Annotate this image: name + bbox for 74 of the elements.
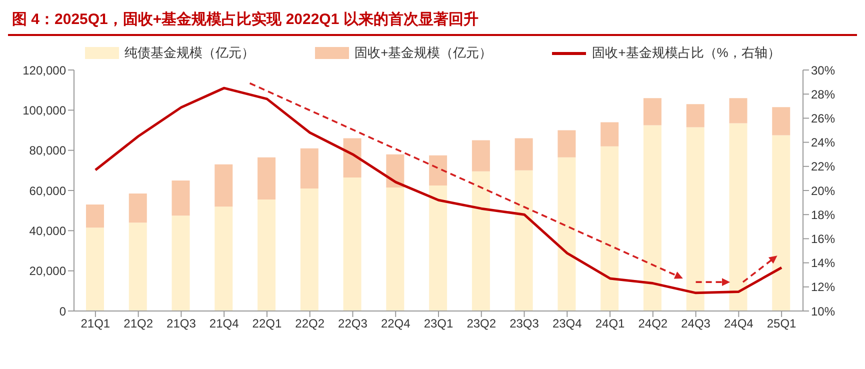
bar (172, 180, 190, 216)
x-tick-label: 22Q2 (295, 316, 325, 331)
x-tick-label: 21Q3 (166, 316, 196, 331)
bar (429, 185, 448, 311)
chart-title: 图 4：2025Q1，固收+基金规模占比实现 2022Q1 以来的首次显著回升 (8, 8, 857, 36)
legend-label: 固收+基金规模占比（%，右轴） (592, 44, 780, 62)
bar (343, 177, 362, 311)
y2-tick-label: 16% (811, 232, 836, 246)
y-tick-label: 100,000 (22, 103, 66, 118)
bar (386, 154, 404, 188)
bar (514, 138, 533, 170)
y2-tick-label: 22% (811, 160, 836, 174)
bar (772, 107, 790, 136)
bar (643, 98, 662, 126)
x-tick-label: 23Q1 (424, 316, 454, 331)
bar (472, 171, 490, 311)
bar (600, 122, 619, 146)
y2-tick-label: 24% (811, 136, 836, 150)
y-tick-label: 40,000 (29, 224, 66, 238)
bar (514, 170, 533, 311)
bar (600, 146, 619, 311)
y2-tick-label: 30% (811, 63, 836, 78)
bar (729, 123, 748, 311)
x-tick-label: 24Q3 (681, 316, 711, 331)
x-tick-label: 24Q4 (724, 316, 754, 331)
bar (300, 148, 318, 188)
y2-tick-label: 26% (811, 111, 836, 126)
y2-tick-label: 12% (811, 280, 836, 294)
bar (300, 188, 318, 311)
bar (128, 222, 147, 311)
legend-label: 固收+基金规模（亿元） (354, 44, 492, 62)
x-tick-label: 23Q4 (552, 316, 582, 331)
x-tick-label: 21Q4 (209, 316, 240, 331)
bar (128, 194, 147, 223)
y2-tick-label: 14% (811, 256, 836, 270)
bar (214, 164, 233, 207)
y2-tick-label: 28% (811, 87, 836, 102)
bar (86, 228, 104, 311)
x-tick-label: 24Q2 (638, 316, 668, 331)
bar (472, 140, 490, 172)
bar (386, 187, 404, 311)
bar (258, 157, 276, 200)
bar (729, 98, 748, 124)
y-tick-label: 0 (59, 304, 66, 318)
bar (643, 125, 662, 311)
bar (172, 216, 190, 311)
bar (686, 104, 704, 128)
bar (86, 204, 104, 228)
y2-tick-label: 20% (811, 184, 836, 198)
y-tick-label: 120,000 (22, 63, 66, 78)
bar (686, 127, 704, 311)
y-tick-label: 80,000 (29, 144, 66, 158)
x-tick-label: 24Q1 (595, 316, 626, 331)
x-tick-label: 23Q3 (510, 316, 540, 331)
x-tick-label: 22Q1 (252, 316, 282, 331)
legend-label: 纯债基金规模（亿元） (124, 44, 255, 62)
x-tick-label: 23Q2 (466, 316, 496, 331)
line-series (94, 86, 783, 294)
bar (214, 206, 233, 311)
x-tick-label: 21Q2 (124, 316, 154, 331)
bar (258, 200, 276, 311)
x-tick-label: 22Q4 (380, 316, 411, 331)
bar (558, 130, 576, 158)
x-tick-label: 21Q1 (80, 316, 110, 331)
bar (558, 157, 576, 311)
x-tick-label: 25Q1 (766, 316, 797, 331)
y-tick-label: 60,000 (29, 184, 66, 198)
y-tick-label: 20,000 (29, 264, 66, 278)
bar (429, 155, 448, 186)
y2-tick-label: 10% (811, 304, 836, 318)
bar (343, 138, 362, 178)
x-tick-label: 22Q3 (338, 316, 368, 331)
bar (772, 135, 790, 311)
y2-tick-label: 18% (811, 208, 836, 222)
